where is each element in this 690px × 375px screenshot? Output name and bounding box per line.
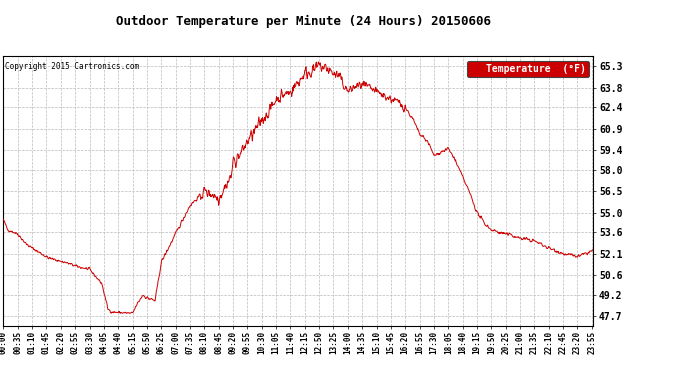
Legend: Temperature  (°F): Temperature (°F) (467, 61, 589, 77)
Text: Outdoor Temperature per Minute (24 Hours) 20150606: Outdoor Temperature per Minute (24 Hours… (116, 15, 491, 28)
Text: Copyright 2015 Cartronics.com: Copyright 2015 Cartronics.com (5, 62, 139, 70)
